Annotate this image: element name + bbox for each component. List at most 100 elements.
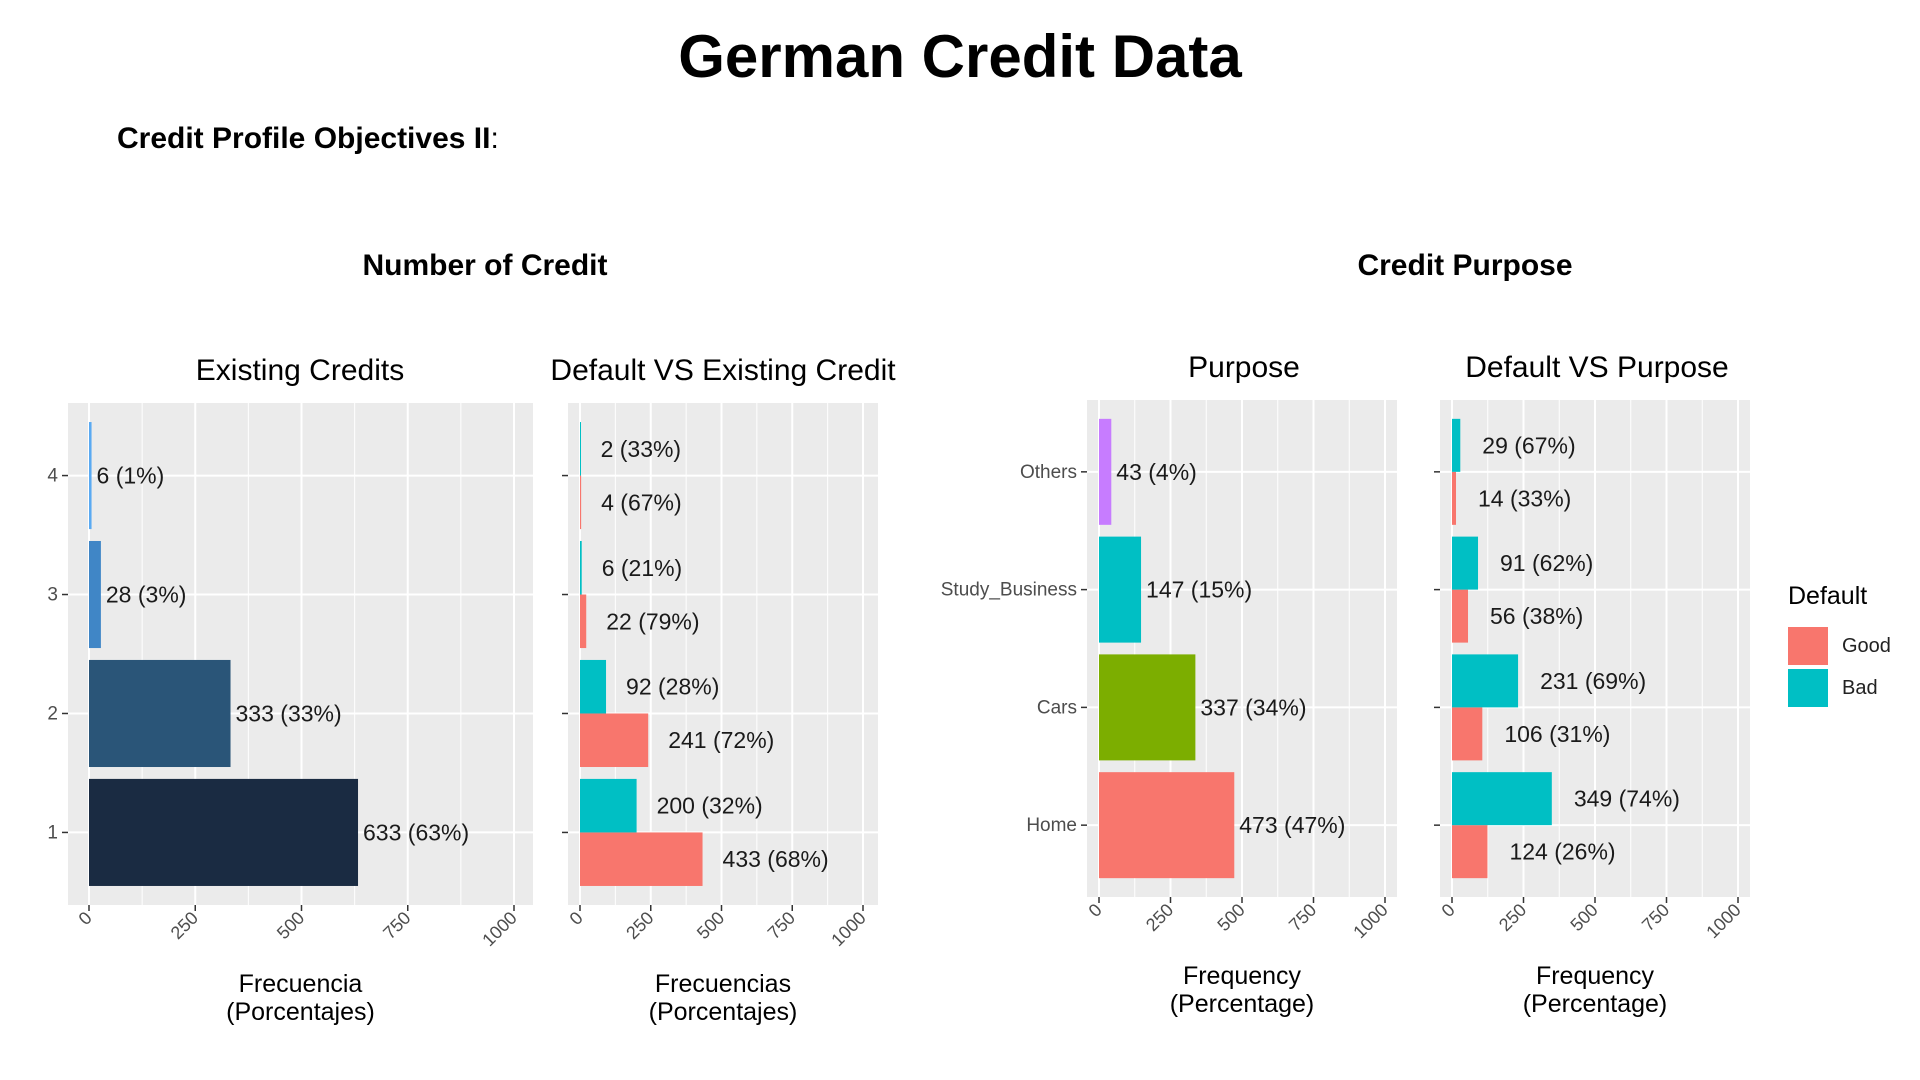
default-legend: Default Good Bad: [1788, 582, 1891, 709]
p4-bar-good-cars: [1452, 707, 1483, 761]
p4-data-label-bad-study-business: 91 (62%): [1500, 550, 1593, 576]
p2-bar-good-2: [580, 713, 649, 768]
p2-bar-bad-2: [580, 659, 607, 714]
p4-data-label-good-cars: 106 (31%): [1504, 721, 1610, 747]
legend-item-good: Good: [1788, 625, 1891, 667]
p4-data-label-bad-cars: 231 (69%): [1540, 668, 1646, 694]
p3-x-tick-label: 0: [1085, 900, 1106, 921]
p2-bar-good-1: [580, 832, 703, 886]
p3-x-axis-label-line-1: Frequency: [1183, 962, 1302, 990]
p2-data-label-bad-1: 200 (32%): [657, 793, 763, 819]
p4-x-tick-label: 0: [1438, 900, 1459, 921]
p4-x-tick-label: 250: [1495, 900, 1530, 935]
p2-x-tick-label: 1000: [827, 908, 869, 950]
p2-data-label-good-4: 4 (67%): [601, 489, 682, 515]
p2-data-label-bad-3: 6 (21%): [602, 555, 683, 581]
subheading-text: Credit Profile Objectives II: [117, 122, 491, 155]
section-title-number-of-credit: Number of Credit: [362, 249, 608, 282]
p1-y-tick-label-3: 3: [47, 585, 58, 606]
p1-data-label-1: 633 (63%): [363, 819, 469, 845]
p4-data-label-good-others: 14 (33%): [1478, 485, 1571, 511]
p3-y-tick-label-cars: Cars: [1037, 697, 1077, 718]
p1-x-tick-label: 250: [167, 908, 202, 943]
legend-title: Default: [1788, 582, 1868, 610]
p2-x-tick-label: 250: [622, 908, 657, 943]
p3-chart-title: Purpose: [1188, 351, 1300, 384]
p2-bar-good-4: [580, 475, 582, 530]
p4-bar-bad-study-business: [1452, 536, 1479, 590]
p4-x-tick-label: 750: [1638, 900, 1673, 935]
p1-y-tick-label-1: 1: [47, 822, 58, 843]
p3-bar-cars: [1099, 654, 1196, 761]
p4-x-tick-label: 500: [1566, 900, 1601, 935]
p1-chart-title: Existing Credits: [196, 354, 404, 387]
p2-x-axis-label-line-2: (Porcentajes): [649, 998, 798, 1026]
p4-x-tick-label: 1000: [1702, 900, 1744, 942]
p1-bar-4: [89, 422, 92, 530]
p4-x-axis-label-line-2: (Percentage): [1523, 990, 1668, 1018]
p3-bar-home: [1099, 772, 1235, 879]
legend-label-bad: Bad: [1842, 676, 1878, 699]
p3-data-label-others: 43 (4%): [1116, 459, 1197, 485]
p1-x-tick-label: 1000: [478, 908, 520, 950]
p4-chart-title: Default VS Purpose: [1465, 351, 1728, 384]
legend-label-good: Good: [1842, 634, 1891, 657]
p1-x-tick-label: 500: [273, 908, 308, 943]
p2-x-tick-label: 500: [693, 908, 728, 943]
p1-x-axis-label-line-1: Frecuencia: [239, 970, 363, 998]
p3-data-label-study-business: 147 (15%): [1146, 577, 1252, 603]
p1-data-label-2: 333 (33%): [236, 700, 342, 726]
p2-data-label-good-1: 433 (68%): [723, 846, 829, 872]
p2-chart-title: Default VS Existing Credit: [550, 354, 896, 387]
p1-bar-3: [89, 540, 101, 649]
p1-bar-1: [89, 778, 359, 886]
p1-data-label-3: 28 (3%): [106, 582, 187, 608]
p2-bar-bad-3: [580, 540, 582, 595]
p1-x-axis-label-line-2: (Porcentajes): [226, 998, 375, 1026]
p2-bar-good-3: [580, 594, 587, 649]
section-title-credit-purpose: Credit Purpose: [1357, 249, 1573, 282]
p1-bar-2: [89, 659, 231, 768]
p3-y-tick-label-study-business: Study_Business: [941, 580, 1077, 601]
p1-y-tick-label-2: 2: [47, 703, 58, 724]
p4-bar-bad-cars: [1452, 654, 1519, 708]
p2-x-tick-label: 750: [764, 908, 799, 943]
p2-data-label-bad-2: 92 (28%): [626, 674, 719, 700]
p3-x-tick-label: 1000: [1349, 900, 1391, 942]
p3-x-tick-label: 750: [1285, 900, 1320, 935]
p3-data-label-home: 473 (47%): [1239, 812, 1345, 838]
legend-swatch-good: [1788, 627, 1828, 665]
p1-y-tick-label-4: 4: [47, 466, 58, 487]
p2-data-label-good-3: 22 (79%): [606, 608, 699, 634]
p4-bar-good-study-business: [1452, 589, 1469, 643]
p2-bar-bad-4: [580, 422, 581, 476]
page-title: German Credit Data: [678, 23, 1242, 90]
p3-y-tick-label-home: Home: [1026, 815, 1077, 836]
p2-x-axis-label-line-1: Frecuencias: [655, 970, 791, 998]
p4-data-label-bad-others: 29 (67%): [1482, 432, 1575, 458]
p4-data-label-good-home: 124 (26%): [1509, 839, 1615, 865]
p4-bar-good-home: [1452, 825, 1488, 879]
p3-x-tick-label: 500: [1213, 900, 1248, 935]
subheading: Credit Profile Objectives II:: [117, 122, 499, 156]
p4-bar-bad-others: [1452, 418, 1461, 472]
p2-data-label-bad-4: 2 (33%): [601, 436, 682, 462]
p4-data-label-good-study-business: 56 (38%): [1490, 603, 1583, 629]
p2-bar-bad-1: [580, 778, 637, 833]
legend-item-bad: Bad: [1788, 667, 1891, 709]
p3-bar-others: [1099, 418, 1112, 525]
p2-x-tick-label: 0: [566, 908, 587, 929]
subheading-colon: :: [490, 122, 499, 155]
p4-data-label-bad-home: 349 (74%): [1574, 786, 1680, 812]
p3-y-tick-label-others: Others: [1020, 462, 1077, 483]
p4-bar-good-others: [1452, 471, 1457, 525]
p2-data-label-good-2: 241 (72%): [668, 727, 774, 753]
p4-x-axis-label-line-1: Frequency: [1536, 962, 1655, 990]
legend-swatch-bad: [1788, 669, 1828, 707]
p3-data-label-cars: 337 (34%): [1200, 694, 1306, 720]
p1-x-tick-label: 750: [379, 908, 414, 943]
p4-bar-bad-home: [1452, 772, 1552, 826]
p3-x-tick-label: 250: [1142, 900, 1177, 935]
p3-bar-study-business: [1099, 536, 1142, 643]
